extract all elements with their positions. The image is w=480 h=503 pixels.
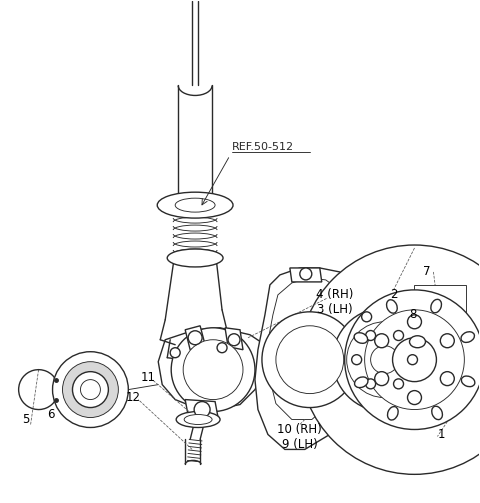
Circle shape <box>366 330 376 341</box>
Text: REF.50-512: REF.50-512 <box>232 142 294 152</box>
Polygon shape <box>358 308 376 326</box>
Circle shape <box>300 268 312 280</box>
Ellipse shape <box>386 300 397 313</box>
Circle shape <box>52 352 128 428</box>
Text: 1: 1 <box>438 428 445 441</box>
Circle shape <box>393 338 436 382</box>
Circle shape <box>188 331 202 345</box>
Ellipse shape <box>409 336 425 348</box>
Ellipse shape <box>175 198 215 212</box>
Circle shape <box>352 355 361 365</box>
Text: 8: 8 <box>409 308 416 321</box>
Text: 9 (LH): 9 (LH) <box>282 438 318 451</box>
Circle shape <box>194 401 210 417</box>
Circle shape <box>62 362 119 417</box>
Circle shape <box>371 346 398 374</box>
Ellipse shape <box>431 299 442 313</box>
Circle shape <box>355 308 458 411</box>
Circle shape <box>345 290 480 430</box>
Circle shape <box>440 334 454 348</box>
Text: 3 (LH): 3 (LH) <box>317 303 352 316</box>
Ellipse shape <box>347 322 422 397</box>
Text: 10 (RH): 10 (RH) <box>277 423 322 436</box>
Circle shape <box>72 372 108 407</box>
Text: 6: 6 <box>47 408 54 421</box>
Polygon shape <box>185 399 218 417</box>
Circle shape <box>217 343 227 353</box>
Circle shape <box>171 328 255 411</box>
Text: 7: 7 <box>423 266 430 279</box>
Text: 12: 12 <box>126 391 141 404</box>
Circle shape <box>262 312 358 407</box>
Circle shape <box>408 355 418 365</box>
Text: 5: 5 <box>22 413 29 426</box>
Ellipse shape <box>167 249 223 267</box>
Ellipse shape <box>461 376 475 387</box>
Ellipse shape <box>184 414 212 425</box>
Polygon shape <box>255 268 368 449</box>
Polygon shape <box>225 328 243 350</box>
Circle shape <box>440 372 454 386</box>
Circle shape <box>394 330 404 341</box>
Circle shape <box>183 340 243 399</box>
Ellipse shape <box>461 332 474 343</box>
Circle shape <box>366 379 376 389</box>
Circle shape <box>417 331 424 340</box>
Text: 11: 11 <box>141 371 156 384</box>
Ellipse shape <box>387 406 398 420</box>
Ellipse shape <box>354 332 368 344</box>
Circle shape <box>374 356 383 364</box>
Ellipse shape <box>176 411 220 428</box>
Ellipse shape <box>157 192 233 218</box>
Circle shape <box>276 326 344 393</box>
Circle shape <box>417 380 424 388</box>
Polygon shape <box>290 268 322 282</box>
Circle shape <box>389 380 396 388</box>
Ellipse shape <box>369 322 444 397</box>
Text: 2: 2 <box>390 288 397 301</box>
Circle shape <box>408 315 421 329</box>
Circle shape <box>365 310 464 409</box>
Polygon shape <box>268 278 352 420</box>
Ellipse shape <box>432 406 443 420</box>
Bar <box>415 285 467 327</box>
Circle shape <box>389 331 396 340</box>
Circle shape <box>375 334 389 348</box>
Circle shape <box>431 356 438 364</box>
Ellipse shape <box>355 377 368 388</box>
Circle shape <box>81 380 100 399</box>
Circle shape <box>170 348 180 358</box>
Ellipse shape <box>333 308 436 411</box>
Polygon shape <box>185 326 205 350</box>
Circle shape <box>394 379 404 389</box>
Text: 4 (RH): 4 (RH) <box>316 288 353 301</box>
Circle shape <box>408 391 421 404</box>
Circle shape <box>375 372 389 386</box>
Polygon shape <box>158 328 268 409</box>
Circle shape <box>361 312 372 322</box>
Circle shape <box>300 245 480 474</box>
Circle shape <box>228 334 240 346</box>
